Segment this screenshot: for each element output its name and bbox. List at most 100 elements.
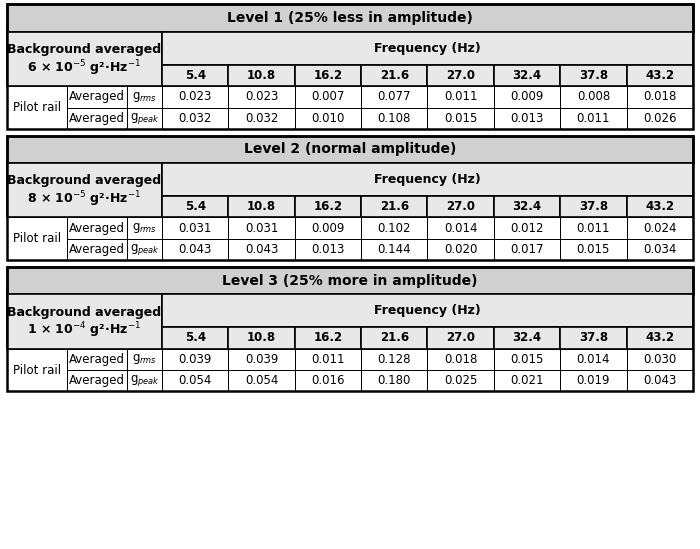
Text: 0.077: 0.077	[377, 91, 411, 103]
Bar	[7, 4, 693, 129]
Bar	[560, 196, 626, 217]
Bar	[295, 327, 361, 349]
Bar	[428, 217, 494, 239]
Bar	[494, 239, 560, 260]
Text: 0.039: 0.039	[178, 353, 212, 366]
Text: Frequency (Hz): Frequency (Hz)	[374, 304, 481, 317]
Text: 5.4: 5.4	[185, 332, 206, 344]
Text: 0.011: 0.011	[312, 353, 344, 366]
Bar	[228, 196, 295, 217]
Text: 0.108: 0.108	[377, 112, 411, 125]
Bar	[162, 32, 693, 65]
Bar	[127, 349, 162, 370]
Bar	[7, 86, 67, 129]
Bar	[361, 349, 428, 370]
Bar	[7, 217, 67, 260]
Bar	[162, 163, 693, 196]
Text: 0.180: 0.180	[377, 374, 411, 387]
Text: 0.010: 0.010	[312, 112, 344, 125]
Bar	[361, 108, 428, 129]
Text: 0.020: 0.020	[444, 243, 477, 256]
Text: 0.102: 0.102	[377, 222, 411, 234]
Text: 0.043: 0.043	[178, 243, 212, 256]
Text: 10.8: 10.8	[247, 332, 276, 344]
Bar	[428, 370, 494, 391]
Bar	[295, 217, 361, 239]
Bar	[560, 370, 626, 391]
Bar	[626, 327, 693, 349]
Text: 0.011: 0.011	[577, 222, 610, 234]
Text: 5.4: 5.4	[185, 200, 206, 213]
Bar	[295, 239, 361, 260]
Bar	[228, 86, 295, 108]
Text: 0.024: 0.024	[643, 222, 677, 234]
Bar	[228, 65, 295, 86]
Bar	[428, 327, 494, 349]
Bar	[7, 267, 693, 391]
Bar	[494, 349, 560, 370]
Text: 0.054: 0.054	[245, 374, 278, 387]
Bar	[494, 217, 560, 239]
Text: Averaged: Averaged	[69, 222, 125, 234]
Bar	[626, 349, 693, 370]
Bar	[361, 86, 428, 108]
Text: 21.6: 21.6	[379, 69, 409, 82]
Text: 43.2: 43.2	[645, 332, 674, 344]
Bar	[228, 239, 295, 260]
Bar	[494, 65, 560, 86]
Text: 43.2: 43.2	[645, 200, 674, 213]
Bar	[127, 108, 162, 129]
Text: g$_{rms}$: g$_{rms}$	[132, 90, 157, 104]
Text: 21.6: 21.6	[379, 332, 409, 344]
Bar	[162, 86, 228, 108]
Text: Pilot rail: Pilot rail	[13, 101, 61, 114]
Bar	[494, 108, 560, 129]
Bar	[494, 370, 560, 391]
Text: Averaged: Averaged	[69, 374, 125, 387]
Bar	[162, 327, 228, 349]
Text: 0.025: 0.025	[444, 374, 477, 387]
Text: 0.023: 0.023	[245, 91, 278, 103]
Bar	[494, 196, 560, 217]
Bar	[67, 349, 127, 370]
Bar	[428, 239, 494, 260]
Text: 0.054: 0.054	[178, 374, 212, 387]
Text: 0.008: 0.008	[577, 91, 610, 103]
Text: g$_{rms}$: g$_{rms}$	[132, 352, 157, 366]
Text: 21.6: 21.6	[379, 200, 409, 213]
Bar	[626, 370, 693, 391]
Text: Level 3 (25% more in amplitude): Level 3 (25% more in amplitude)	[223, 273, 477, 288]
Bar	[626, 239, 693, 260]
Text: 0.018: 0.018	[643, 91, 676, 103]
Text: Averaged: Averaged	[69, 91, 125, 103]
Bar	[626, 108, 693, 129]
Text: 0.014: 0.014	[577, 353, 610, 366]
Bar	[428, 65, 494, 86]
Text: Averaged: Averaged	[69, 353, 125, 366]
Text: Background averaged: Background averaged	[8, 43, 162, 57]
Text: 1 × 10$^{-4}$ g²·Hz$^{-1}$: 1 × 10$^{-4}$ g²·Hz$^{-1}$	[27, 321, 141, 340]
Text: 43.2: 43.2	[645, 69, 674, 82]
Text: 0.018: 0.018	[444, 353, 477, 366]
Text: 0.026: 0.026	[643, 112, 677, 125]
Bar	[127, 86, 162, 108]
Bar	[560, 327, 626, 349]
Bar	[67, 370, 127, 391]
Text: 32.4: 32.4	[512, 200, 542, 213]
Text: 0.043: 0.043	[643, 374, 676, 387]
Text: 6 × 10$^{-5}$ g²·Hz$^{-1}$: 6 × 10$^{-5}$ g²·Hz$^{-1}$	[27, 58, 141, 78]
Text: 0.021: 0.021	[510, 374, 544, 387]
Text: 0.011: 0.011	[444, 91, 477, 103]
Bar	[162, 294, 693, 327]
Bar	[295, 370, 361, 391]
Text: Level 2 (normal amplitude): Level 2 (normal amplitude)	[244, 142, 456, 156]
Text: 16.2: 16.2	[314, 69, 342, 82]
Text: 37.8: 37.8	[579, 200, 608, 213]
Text: 0.011: 0.011	[577, 112, 610, 125]
Bar	[67, 217, 127, 239]
Bar	[626, 196, 693, 217]
Bar	[228, 108, 295, 129]
Bar	[228, 370, 295, 391]
Bar	[7, 4, 693, 32]
Bar	[361, 196, 428, 217]
